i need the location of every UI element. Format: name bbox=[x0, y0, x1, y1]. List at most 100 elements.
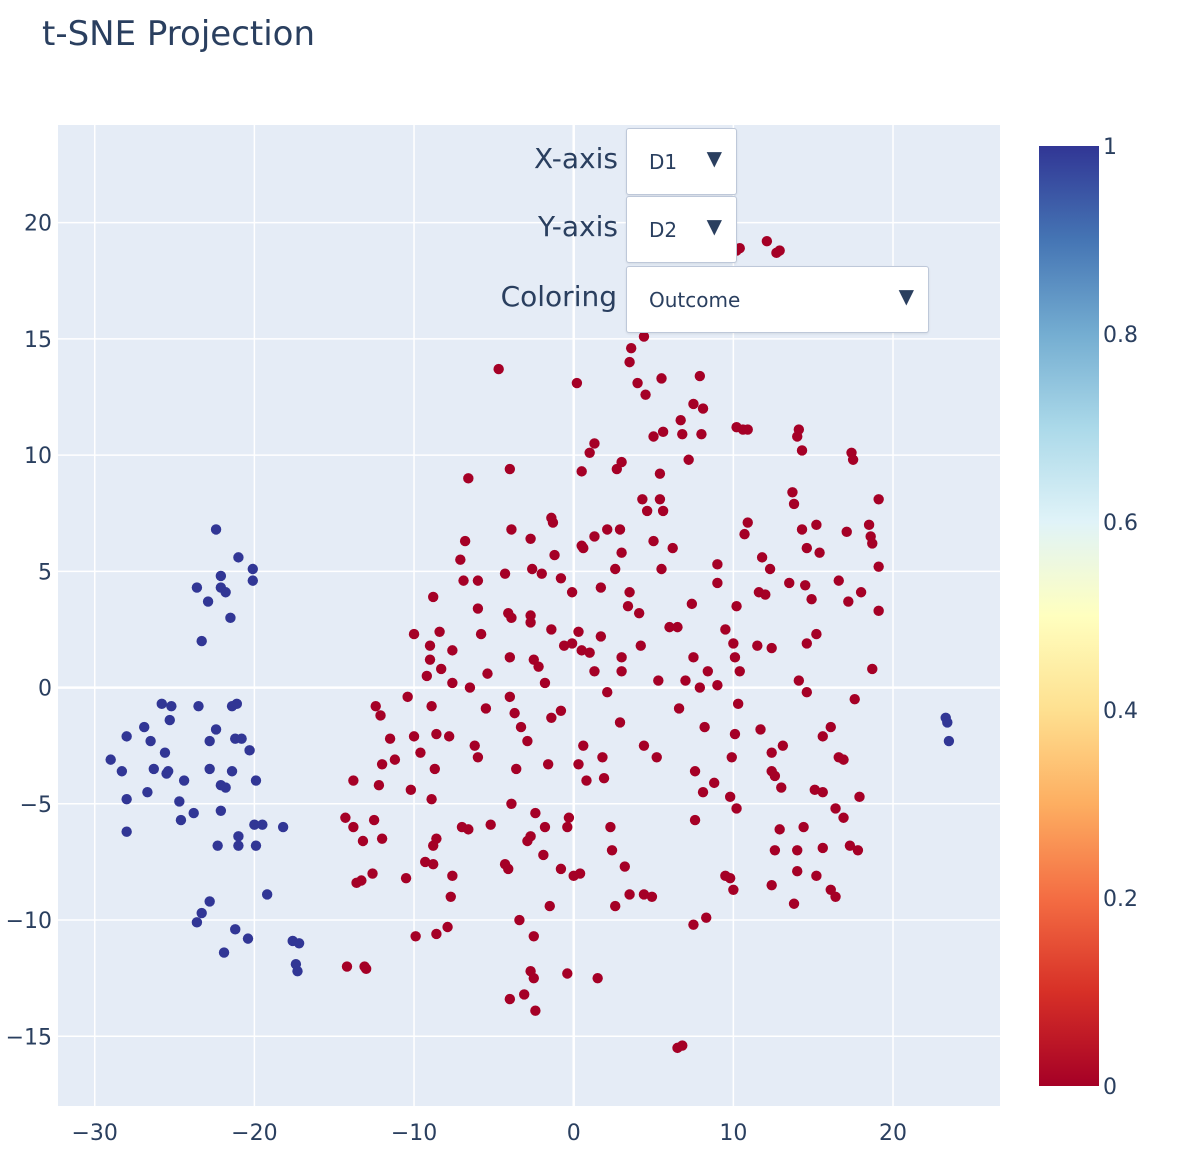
data-point bbox=[755, 724, 766, 735]
data-point bbox=[472, 575, 484, 586]
data-point bbox=[761, 236, 773, 247]
y-axis-dropdown[interactable]: D2 ▼ bbox=[626, 196, 737, 263]
data-point bbox=[519, 989, 530, 1000]
data-point bbox=[504, 993, 516, 1005]
data-point bbox=[798, 821, 809, 833]
data-point bbox=[777, 740, 789, 751]
data-point bbox=[817, 842, 828, 854]
data-point bbox=[536, 568, 547, 579]
y-axis-ticks: −15 −10 −5 0 5 10 15 20 bbox=[6, 212, 52, 1051]
data-point bbox=[677, 428, 688, 440]
data-point bbox=[247, 563, 258, 575]
data-point bbox=[442, 921, 453, 933]
data-point bbox=[811, 628, 822, 640]
data-point bbox=[360, 963, 372, 975]
data-point bbox=[247, 575, 258, 586]
data-point bbox=[605, 821, 616, 833]
y-tick-label: −15 bbox=[6, 1025, 52, 1050]
x-axis-ticks: −30 −20 −10 0 10 20 bbox=[72, 1121, 908, 1146]
data-point bbox=[622, 601, 634, 612]
data-point bbox=[145, 735, 156, 747]
data-point bbox=[796, 445, 808, 456]
data-point bbox=[142, 786, 153, 798]
x-tick-label: −10 bbox=[391, 1121, 437, 1146]
data-point bbox=[646, 891, 658, 902]
data-point bbox=[429, 763, 440, 775]
data-point bbox=[689, 814, 701, 826]
data-point bbox=[549, 549, 560, 561]
data-point bbox=[148, 763, 159, 775]
data-point bbox=[697, 403, 709, 414]
data-point bbox=[734, 666, 745, 677]
colorbar-tick-label: 0.4 bbox=[1103, 699, 1138, 724]
data-point bbox=[814, 547, 825, 558]
data-point bbox=[712, 680, 723, 691]
data-point bbox=[376, 833, 388, 844]
data-point bbox=[511, 763, 522, 775]
data-point bbox=[546, 624, 557, 635]
data-point bbox=[696, 428, 707, 440]
data-point bbox=[606, 845, 618, 856]
data-point bbox=[624, 356, 635, 368]
data-point bbox=[443, 731, 455, 742]
data-point bbox=[555, 705, 567, 717]
data-point bbox=[139, 721, 150, 733]
x-axis-dropdown[interactable]: D1 ▼ bbox=[626, 128, 737, 195]
data-point bbox=[729, 652, 741, 663]
chevron-down-icon: ▼ bbox=[706, 146, 722, 170]
data-point bbox=[367, 868, 378, 879]
data-point bbox=[196, 907, 207, 919]
data-point bbox=[475, 628, 487, 640]
data-point bbox=[191, 582, 203, 593]
data-point bbox=[720, 624, 731, 635]
data-point bbox=[852, 845, 864, 856]
data-point bbox=[656, 373, 667, 384]
data-point bbox=[728, 638, 739, 649]
data-point bbox=[459, 535, 471, 547]
data-point bbox=[375, 710, 386, 721]
data-point bbox=[218, 947, 230, 958]
data-point bbox=[638, 740, 650, 751]
colorbar-ticks: 0 0.2 0.4 0.6 0.8 1 bbox=[1103, 135, 1138, 1100]
data-point bbox=[428, 859, 439, 870]
data-point bbox=[766, 879, 777, 891]
data-point bbox=[943, 735, 955, 747]
data-point bbox=[515, 721, 527, 733]
data-point bbox=[424, 640, 436, 651]
data-point bbox=[408, 628, 420, 640]
data-point bbox=[867, 538, 878, 549]
data-point bbox=[261, 889, 273, 900]
data-point bbox=[664, 621, 675, 633]
data-point bbox=[526, 563, 538, 575]
data-point bbox=[121, 826, 132, 837]
data-point bbox=[792, 845, 803, 856]
coloring-dropdown[interactable]: Outcome ▼ bbox=[626, 266, 929, 333]
data-point bbox=[376, 759, 388, 770]
data-point bbox=[854, 791, 865, 803]
data-point bbox=[233, 831, 244, 842]
data-point bbox=[204, 896, 215, 907]
data-point bbox=[202, 596, 214, 607]
data-point bbox=[447, 677, 458, 689]
data-point bbox=[616, 666, 627, 677]
data-point bbox=[760, 589, 771, 600]
data-point bbox=[250, 840, 262, 851]
y-axis-label: Y-axis bbox=[538, 210, 618, 243]
data-point bbox=[589, 531, 600, 542]
data-point bbox=[573, 759, 584, 770]
data-point bbox=[464, 682, 476, 693]
data-point bbox=[522, 735, 533, 747]
data-point bbox=[739, 528, 750, 540]
data-point bbox=[638, 889, 650, 900]
data-point bbox=[667, 542, 678, 554]
data-point bbox=[121, 793, 132, 805]
data-point bbox=[188, 807, 199, 819]
data-point bbox=[598, 773, 610, 784]
data-point bbox=[571, 377, 583, 389]
data-point bbox=[635, 640, 646, 651]
data-point bbox=[817, 786, 828, 798]
data-point bbox=[656, 563, 667, 575]
data-point bbox=[688, 919, 699, 930]
data-point bbox=[522, 835, 533, 847]
data-point bbox=[566, 587, 578, 598]
